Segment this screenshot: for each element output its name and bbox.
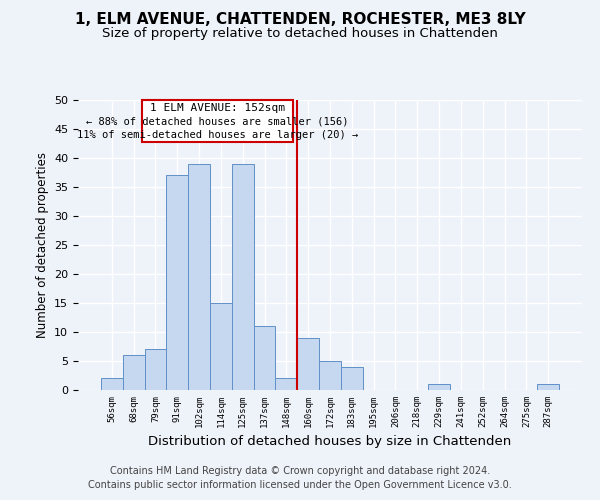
Text: 1 ELM AVENUE: 152sqm: 1 ELM AVENUE: 152sqm: [150, 103, 285, 113]
Bar: [166, 176, 188, 390]
Text: 11% of semi-detached houses are larger (20) →: 11% of semi-detached houses are larger (…: [77, 130, 358, 140]
Bar: [341, 367, 363, 390]
Bar: [297, 338, 319, 390]
Bar: [232, 164, 254, 390]
Bar: [188, 164, 210, 390]
Bar: [145, 350, 166, 390]
Bar: [142, 100, 293, 142]
Y-axis label: Number of detached properties: Number of detached properties: [35, 152, 49, 338]
Bar: [537, 384, 559, 390]
Bar: [254, 326, 275, 390]
Bar: [210, 303, 232, 390]
Bar: [319, 361, 341, 390]
Bar: [275, 378, 297, 390]
Text: 1, ELM AVENUE, CHATTENDEN, ROCHESTER, ME3 8LY: 1, ELM AVENUE, CHATTENDEN, ROCHESTER, ME…: [74, 12, 526, 28]
X-axis label: Distribution of detached houses by size in Chattenden: Distribution of detached houses by size …: [148, 436, 512, 448]
Bar: [101, 378, 123, 390]
Text: ← 88% of detached houses are smaller (156): ← 88% of detached houses are smaller (15…: [86, 116, 349, 126]
Bar: [428, 384, 450, 390]
Text: Contains HM Land Registry data © Crown copyright and database right 2024.
Contai: Contains HM Land Registry data © Crown c…: [88, 466, 512, 490]
Text: Size of property relative to detached houses in Chattenden: Size of property relative to detached ho…: [102, 28, 498, 40]
Bar: [123, 355, 145, 390]
